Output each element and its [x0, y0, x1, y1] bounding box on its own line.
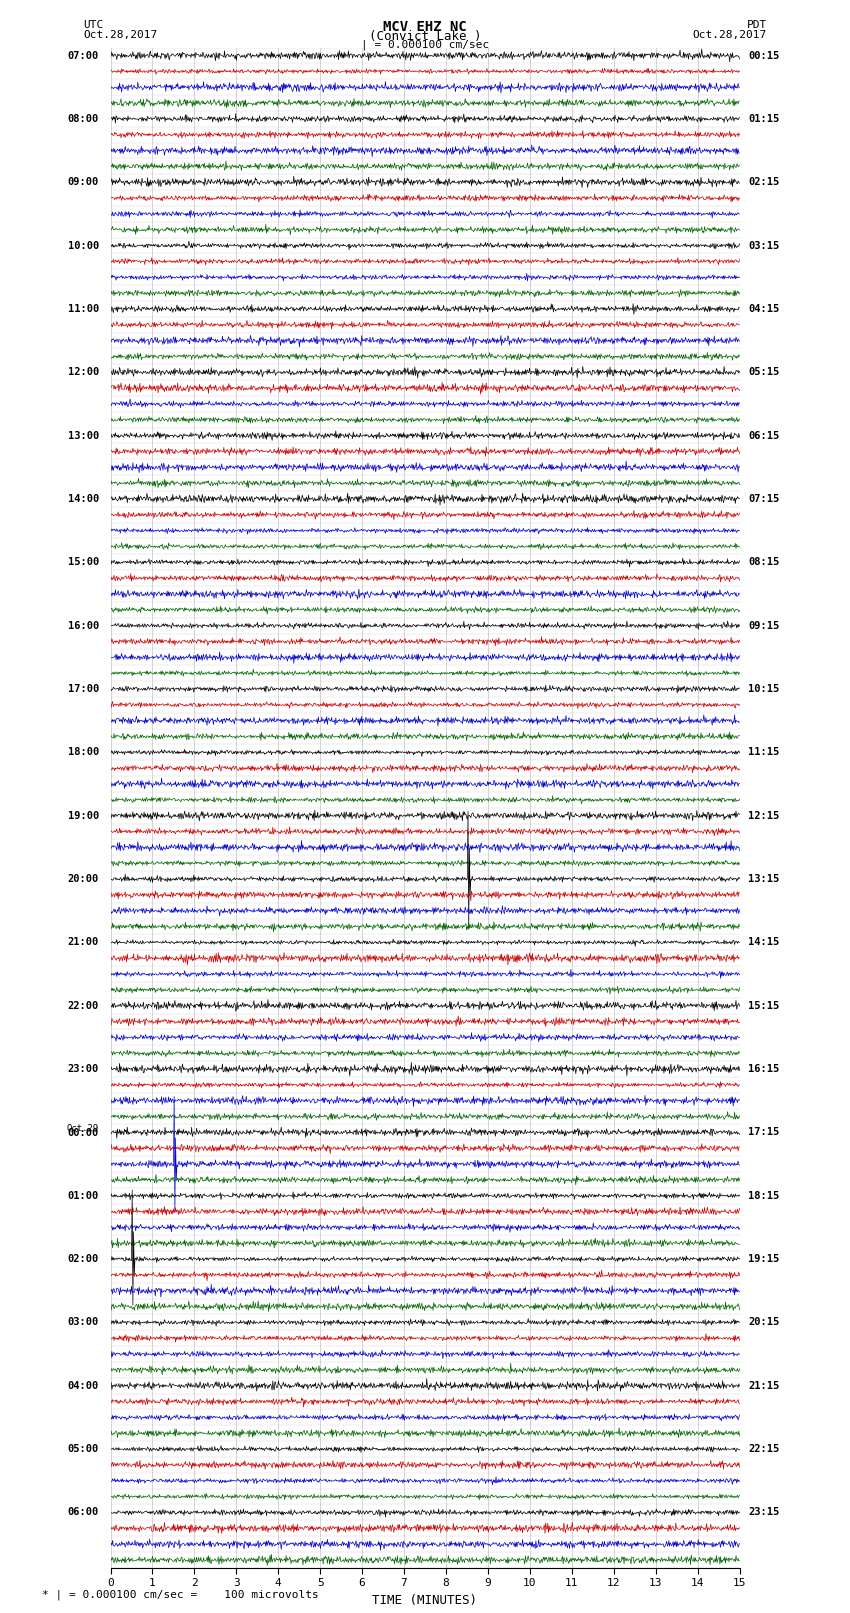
- Text: 23:15: 23:15: [748, 1508, 779, 1518]
- Text: 18:00: 18:00: [67, 747, 99, 756]
- Text: 08:15: 08:15: [748, 556, 779, 568]
- Text: (Convict Lake ): (Convict Lake ): [369, 31, 481, 44]
- Text: 10:00: 10:00: [67, 240, 99, 250]
- Text: 12:15: 12:15: [748, 811, 779, 821]
- Text: UTC: UTC: [83, 19, 104, 31]
- Text: 13:00: 13:00: [67, 431, 99, 440]
- Text: 05:15: 05:15: [748, 368, 779, 377]
- Text: 10:15: 10:15: [748, 684, 779, 694]
- Text: 12:00: 12:00: [67, 368, 99, 377]
- Text: 16:00: 16:00: [67, 621, 99, 631]
- Text: Oct.28,2017: Oct.28,2017: [83, 31, 157, 40]
- Text: 15:15: 15:15: [748, 1000, 779, 1011]
- Text: 07:00: 07:00: [67, 50, 99, 61]
- Text: 08:00: 08:00: [67, 115, 99, 124]
- Text: 02:15: 02:15: [748, 177, 779, 187]
- Text: 04:15: 04:15: [748, 303, 779, 315]
- Text: 02:00: 02:00: [67, 1253, 99, 1265]
- Text: 07:15: 07:15: [748, 494, 779, 503]
- Text: 14:15: 14:15: [748, 937, 779, 947]
- Text: * | = 0.000100 cm/sec =    100 microvolts: * | = 0.000100 cm/sec = 100 microvolts: [42, 1589, 320, 1600]
- Text: 20:15: 20:15: [748, 1318, 779, 1327]
- Text: 06:15: 06:15: [748, 431, 779, 440]
- Text: 22:00: 22:00: [67, 1000, 99, 1011]
- Text: 16:15: 16:15: [748, 1065, 779, 1074]
- Text: 00:00: 00:00: [67, 1127, 99, 1139]
- Text: 17:15: 17:15: [748, 1127, 779, 1137]
- Text: 03:00: 03:00: [67, 1318, 99, 1327]
- Text: 19:00: 19:00: [67, 811, 99, 821]
- Text: 00:15: 00:15: [748, 50, 779, 61]
- Text: 14:00: 14:00: [67, 494, 99, 503]
- Text: 17:00: 17:00: [67, 684, 99, 694]
- Text: Oct.29: Oct.29: [66, 1124, 99, 1134]
- Text: 15:00: 15:00: [67, 556, 99, 568]
- Text: 19:15: 19:15: [748, 1253, 779, 1265]
- Text: 01:15: 01:15: [748, 115, 779, 124]
- Text: 22:15: 22:15: [748, 1444, 779, 1453]
- Text: 06:00: 06:00: [67, 1508, 99, 1518]
- Text: 20:00: 20:00: [67, 874, 99, 884]
- Text: 09:00: 09:00: [67, 177, 99, 187]
- Text: 04:00: 04:00: [67, 1381, 99, 1390]
- Text: 03:15: 03:15: [748, 240, 779, 250]
- Text: | = 0.000100 cm/sec: | = 0.000100 cm/sec: [361, 39, 489, 50]
- Text: 01:00: 01:00: [67, 1190, 99, 1200]
- Text: PDT: PDT: [746, 19, 767, 31]
- Text: 21:00: 21:00: [67, 937, 99, 947]
- Text: 11:15: 11:15: [748, 747, 779, 756]
- Text: 23:00: 23:00: [67, 1065, 99, 1074]
- Text: Oct.28,2017: Oct.28,2017: [693, 31, 767, 40]
- X-axis label: TIME (MINUTES): TIME (MINUTES): [372, 1594, 478, 1607]
- Text: 21:15: 21:15: [748, 1381, 779, 1390]
- Text: 13:15: 13:15: [748, 874, 779, 884]
- Text: 05:00: 05:00: [67, 1444, 99, 1453]
- Text: 18:15: 18:15: [748, 1190, 779, 1200]
- Text: 09:15: 09:15: [748, 621, 779, 631]
- Text: MCV EHZ NC: MCV EHZ NC: [383, 19, 467, 34]
- Text: 11:00: 11:00: [67, 303, 99, 315]
